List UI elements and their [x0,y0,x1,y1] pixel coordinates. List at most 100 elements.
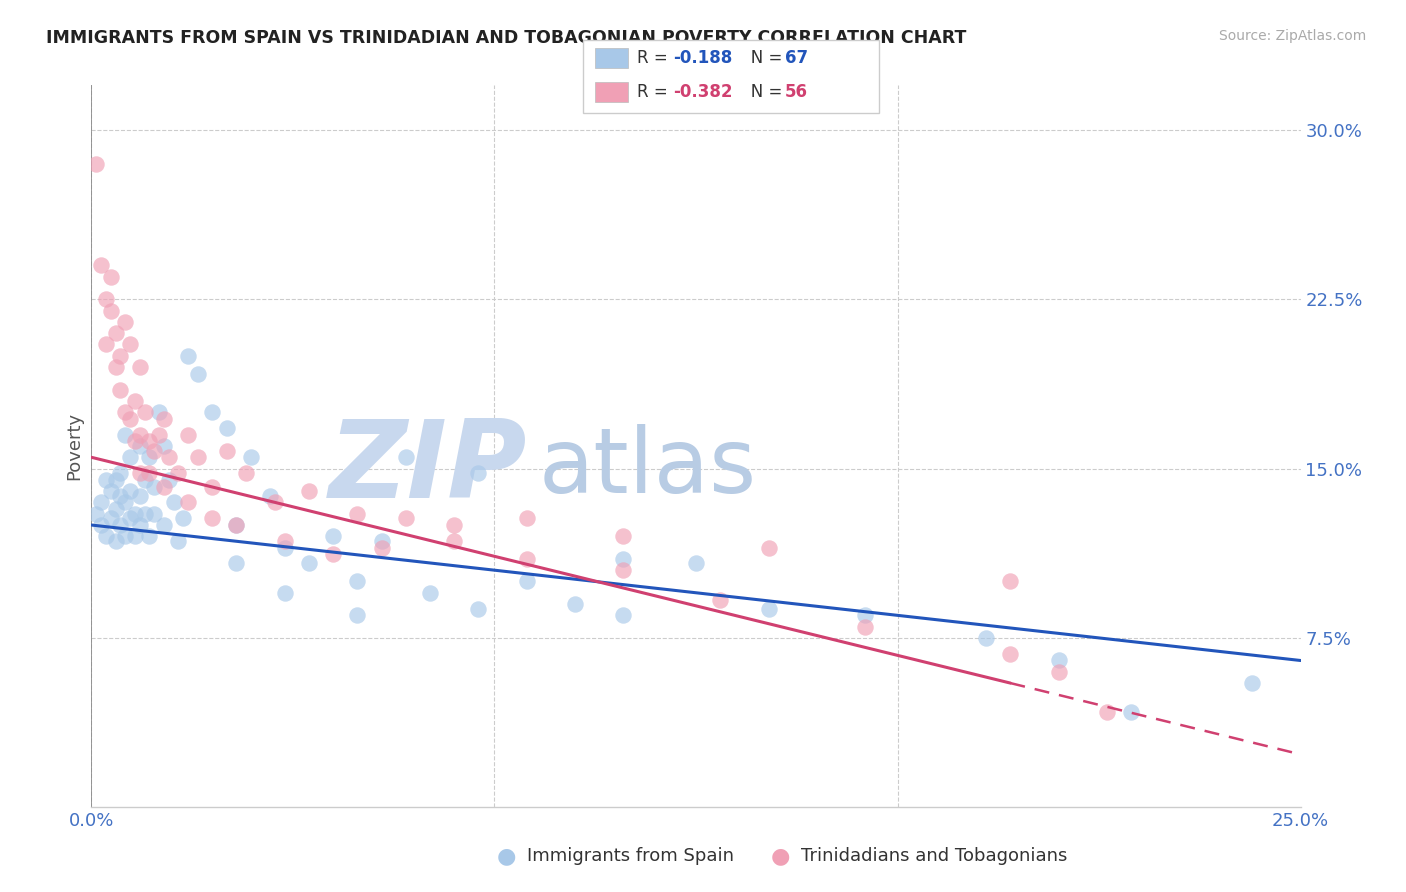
Y-axis label: Poverty: Poverty [65,412,83,480]
Point [128,518,150,533]
Point [225,518,247,533]
Point [516,552,538,566]
Text: Trinidadians and Tobagonians: Trinidadians and Tobagonians [801,847,1067,865]
Point [124,393,146,408]
Text: Immigrants from Spain: Immigrants from Spain [527,847,734,865]
Point [758,601,780,615]
Point [612,529,634,543]
Point [201,480,224,494]
Point [853,608,876,623]
Point [124,507,146,521]
Point [516,511,538,525]
Point [564,597,586,611]
Point [274,541,297,555]
Point [104,502,127,516]
Point [157,473,180,487]
Point [124,434,146,449]
Point [157,450,180,465]
Point [143,507,166,521]
Point [215,421,238,435]
Point [370,533,392,548]
Point [110,518,132,533]
Point [1095,706,1118,720]
Point [187,367,209,381]
Point [1047,653,1070,667]
Text: Source: ZipAtlas.com: Source: ZipAtlas.com [1219,29,1367,44]
Point [322,548,344,562]
Point [134,405,156,419]
Point [758,541,780,555]
Point [264,495,287,509]
Point [143,480,166,494]
Point [177,427,200,442]
Point [94,529,117,543]
Point [443,533,465,548]
Point [346,507,368,521]
Point [235,466,257,480]
Point [443,518,465,533]
Point [110,489,132,503]
Point [128,489,150,503]
Point [110,466,132,480]
Point [94,337,117,351]
Text: ZIP: ZIP [329,415,527,521]
Point [395,511,418,525]
Point [128,359,150,374]
Point [104,473,127,487]
Text: N =: N = [735,49,787,67]
Point [114,529,136,543]
Point [187,450,209,465]
Point [612,608,634,623]
Point [134,507,156,521]
Text: 56: 56 [785,83,807,101]
Point [104,326,127,340]
Point [612,563,634,577]
Point [120,484,142,499]
Text: atlas: atlas [538,424,756,512]
Point [100,484,122,499]
Point [134,473,156,487]
Point [120,337,142,351]
Point [162,495,184,509]
Point [138,466,160,480]
Point [225,518,247,533]
Point [100,511,122,525]
Point [110,349,132,363]
Point [148,405,170,419]
Point [124,529,146,543]
Point [104,533,127,548]
Text: R =: R = [637,49,673,67]
Point [259,489,281,503]
Point [128,439,150,453]
Point [90,518,112,533]
Point [110,383,132,397]
Point [138,529,160,543]
Point [467,466,489,480]
Point [322,529,344,543]
Point [274,586,297,600]
Text: ●: ● [770,847,790,866]
Point [172,511,194,525]
Point [201,405,224,419]
Point [120,511,142,525]
Point [177,495,200,509]
Point [1121,706,1143,720]
Point [114,495,136,509]
Point [120,450,142,465]
Point [240,450,263,465]
Point [138,434,160,449]
Point [225,557,247,571]
Point [419,586,441,600]
Point [685,557,707,571]
Point [167,466,190,480]
Text: -0.188: -0.188 [673,49,733,67]
Point [104,359,127,374]
Point [1000,647,1022,661]
Point [467,601,489,615]
Text: IMMIGRANTS FROM SPAIN VS TRINIDADIAN AND TOBAGONIAN POVERTY CORRELATION CHART: IMMIGRANTS FROM SPAIN VS TRINIDADIAN AND… [46,29,967,47]
Point [114,405,136,419]
Point [153,412,176,426]
Point [853,619,876,633]
Point [114,427,136,442]
Point [153,518,176,533]
